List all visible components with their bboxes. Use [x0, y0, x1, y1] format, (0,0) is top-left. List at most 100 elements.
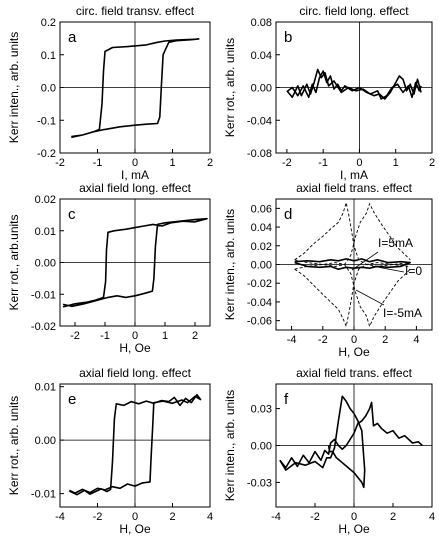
y-tick-label: 0.00 — [251, 260, 272, 272]
x-tick-label: -2 — [310, 511, 320, 523]
x-tick-label: 2 — [390, 511, 396, 523]
x-tick-label: -1 — [93, 157, 103, 169]
x-tick-label: 2 — [429, 157, 435, 169]
y-tick-label: 0.2 — [41, 17, 56, 29]
y-tick-label: 0.01 — [35, 382, 56, 394]
y-axis-label: Kerr inten., arb. units — [223, 390, 237, 501]
annotation-label: I=-5mA — [383, 306, 422, 320]
annotation-label: I=5mA — [378, 236, 413, 250]
series-line — [294, 258, 411, 270]
x-tick-label: 1 — [162, 330, 168, 342]
y-tick-label: 0.1 — [41, 50, 56, 62]
y-axis-label: Kerr rot., arb.units — [7, 214, 21, 310]
x-axis-label: I, mA — [340, 168, 368, 182]
chart-panel-d: -4 -2 0 2 4 -0.06 -0.04 -0.02 0.00 0.02 0.04 0.06 ax… — [223, 181, 433, 359]
chart-title: axial field trans. effect — [296, 366, 413, 380]
series-line — [279, 395, 366, 489]
x-tick-label: 1 — [393, 157, 399, 169]
y-tick-label: 0.00 — [35, 258, 56, 270]
x-tick-label: 2 — [169, 511, 175, 523]
y-tick-label: -0.03 — [247, 477, 272, 489]
y-tick-label: -0.04 — [247, 115, 272, 127]
x-tick-label: 0 — [132, 330, 138, 342]
y-tick-label: -0.04 — [247, 297, 272, 309]
x-tick-label: 0 — [351, 511, 357, 523]
series-line — [294, 262, 411, 327]
x-tick-label: 4 — [413, 334, 419, 346]
x-axis-label: H, Oe — [119, 522, 151, 536]
x-tick-label: 0 — [132, 157, 138, 169]
x-tick-label: -4 — [55, 511, 65, 523]
y-tick-label: -0.01 — [31, 489, 56, 501]
series-line — [69, 393, 202, 496]
y-tick-label: 0.08 — [251, 17, 272, 29]
y-axis-label: Kerr rot., arb. units — [7, 396, 21, 495]
chart-panel-f: -4 -2 0 2 4 -0.03 0.00 0.03 axial field trans. e… — [223, 366, 435, 536]
y-tick-label: -0.08 — [247, 148, 272, 160]
panel-label: d — [284, 206, 292, 223]
y-tick-label: -0.02 — [247, 278, 272, 290]
y-tick-label: -0.02 — [31, 321, 56, 333]
y-tick-label: 0.00 — [35, 435, 56, 447]
panel-label: a — [68, 29, 77, 46]
x-tick-label: 4 — [207, 511, 213, 523]
y-tick-label: -0.1 — [37, 115, 56, 127]
series-line — [286, 68, 422, 100]
y-tick-label: 0.02 — [251, 241, 272, 253]
x-tick-label: -2 — [318, 334, 328, 346]
panel-label: f — [284, 391, 289, 408]
x-tick-label: 2 — [207, 157, 213, 169]
chart-panel-a: -2 -1 0 1 2 -0.2 -0.1 0.0 0.1 0.2 circ. field tran… — [7, 4, 213, 182]
series-line — [294, 203, 411, 267]
y-tick-label: 0.02 — [35, 194, 56, 206]
x-tick-label: -4 — [271, 511, 281, 523]
annotation-pointer — [355, 289, 385, 306]
y-tick-label: 0.03 — [251, 404, 272, 416]
x-tick-label: 0 — [351, 334, 357, 346]
panel-label: b — [284, 29, 292, 46]
y-tick-label: 0.00 — [251, 441, 272, 453]
x-tick-label: 1 — [169, 157, 175, 169]
y-tick-label: -0.2 — [37, 148, 56, 160]
y-tick-label: 0.04 — [251, 222, 272, 234]
annotation-pointer — [371, 265, 405, 273]
x-tick-label: 0 — [132, 511, 138, 523]
x-tick-label: 2 — [382, 334, 388, 346]
x-tick-label: 4 — [429, 511, 435, 523]
series-line — [71, 38, 200, 139]
y-tick-label: -0.06 — [247, 316, 272, 328]
chart-panel-e: -4 -2 0 2 4 -0.01 0.00 0.01 axial field long. ef… — [7, 366, 213, 536]
x-tick-label: -1 — [318, 157, 328, 169]
chart-panel-c: -2 -1 0 1 2 -0.02 -0.01 0.00 0.01 0.02 axial field… — [7, 181, 211, 355]
series-line — [294, 202, 409, 267]
x-tick-label: -2 — [70, 330, 80, 342]
y-tick-label: 0.06 — [251, 203, 272, 215]
x-tick-label: -4 — [287, 334, 297, 346]
chart-title: axial field long. effect — [79, 181, 192, 195]
x-axis-label: I, mA — [121, 168, 149, 182]
chart-title: axial field long. effect — [79, 366, 192, 380]
chart-title: circ. field long. effect — [299, 4, 409, 18]
y-tick-label: 0.04 — [251, 50, 272, 62]
x-tick-label: -2 — [282, 157, 292, 169]
y-axis-label: Kerr inten., arb. units — [223, 209, 237, 320]
x-axis-label: H, Oe — [338, 522, 370, 536]
series-line — [62, 217, 208, 308]
y-tick-label: 0.0 — [41, 83, 56, 95]
annotation-label: I=0 — [405, 264, 422, 278]
chart-panel-b: -2 -1 0 1 2 -0.08 -0.04 0.00 0.04 0.08 circ. field… — [223, 4, 435, 182]
panel-label: e — [68, 391, 76, 408]
x-axis-label: H, Oe — [338, 345, 370, 359]
y-axis-label: Kerr rot., arb. units — [223, 38, 237, 137]
x-tick-label: -2 — [55, 157, 65, 169]
x-tick-label: -1 — [100, 330, 110, 342]
series-line — [279, 401, 423, 469]
x-axis-label: H, Oe — [119, 341, 151, 355]
annotation-pointer — [351, 251, 379, 271]
panel-label: c — [68, 206, 76, 223]
y-tick-label: -0.01 — [31, 289, 56, 301]
x-tick-label: -2 — [93, 511, 103, 523]
chart-title: circ. field transv. effect — [76, 4, 195, 18]
y-tick-label: 0.00 — [251, 83, 272, 95]
